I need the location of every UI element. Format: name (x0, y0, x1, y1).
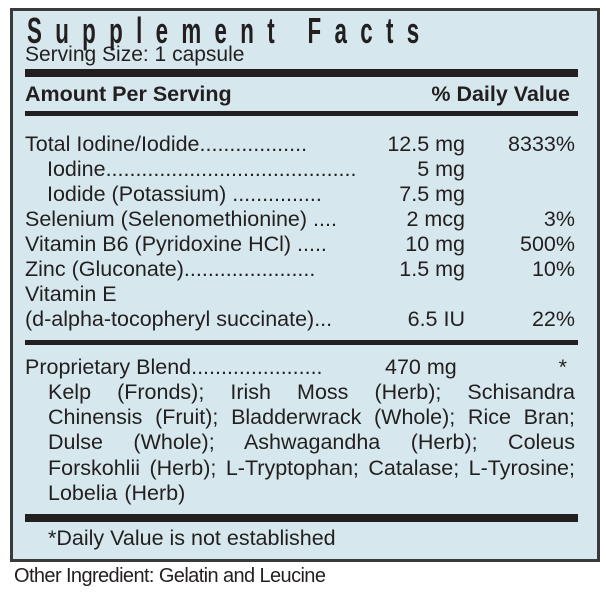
nutrient-name: (d-alpha-tocopheryl succinate)... (25, 307, 333, 331)
nutrient-amount: 6.5 IU (407, 307, 465, 331)
nutrient-row: Vitamin B6 (Pyridoxine HCl) ..... 10 mg … (25, 232, 575, 257)
nutrient-name: Selenium (Selenomethionine) .... (25, 207, 337, 231)
nutrient-amount: 1.5 mg (399, 257, 465, 281)
nutrient-amount: 10 mg (405, 232, 465, 256)
daily-value-footnote: *Daily Value is not established (48, 526, 336, 550)
nutrient-row: Iodide (Potassium) ............... 7.5 m… (25, 182, 575, 207)
nutrient-name: Zinc (Gluconate)...................... (25, 257, 316, 281)
other-ingredient: Other Ingredient: Gelatin and Leucine (14, 565, 326, 587)
nutrient-row: Zinc (Gluconate)...................... 1… (25, 257, 575, 282)
divider-thick (25, 514, 578, 522)
nutrient-amount: 7.5 mg (399, 182, 465, 206)
blend-amount: 470 mg (385, 355, 457, 379)
nutrient-dv: 3% (543, 207, 575, 231)
nutrient-dv: 500% (520, 232, 575, 256)
column-header-row: Amount Per Serving % Daily Value (25, 81, 570, 107)
nutrient-name: Total Iodine/Iodide.................. (25, 132, 308, 156)
nutrient-row: Iodine..................................… (25, 157, 575, 182)
nutrient-dv: 8333% (508, 132, 575, 156)
divider-medium (25, 340, 578, 345)
nutrient-row: Vitamin E (25, 282, 575, 307)
nutrient-row: (d-alpha-tocopheryl succinate)... 6.5 IU… (25, 307, 575, 332)
nutrient-name: Iodine..................................… (47, 157, 357, 181)
blend-dv: * (558, 355, 567, 379)
divider-thick (25, 69, 578, 77)
supplement-facts-panel: Supplement Facts Serving Size: 1 capsule… (10, 8, 600, 562)
amount-per-serving-header: Amount Per Serving (25, 82, 232, 106)
nutrient-row: Total Iodine/Iodide.................. 12… (25, 132, 575, 157)
nutrient-amount: 12.5 mg (387, 132, 465, 156)
divider-medium (25, 111, 578, 116)
nutrient-name: Vitamin B6 (Pyridoxine HCl) ..... (25, 232, 327, 256)
nutrient-amount: 2 mcg (406, 207, 465, 231)
blend-ingredients: Kelp (Fronds); Irish Moss (Herb); Schisa… (48, 380, 575, 505)
nutrient-dv: 10% (531, 257, 575, 281)
title-text: Supplement Facts (27, 10, 433, 51)
daily-value-header: % Daily Value (431, 82, 570, 106)
panel-title: Supplement Facts (27, 13, 587, 49)
nutrient-dv: 22% (531, 307, 575, 331)
blend-name: Proprietary Blend...................... (25, 355, 323, 379)
nutrient-amount: 5 mg (417, 157, 465, 181)
serving-size: Serving Size: 1 capsule (25, 43, 245, 66)
nutrient-name: Iodide (Potassium) ............... (47, 182, 322, 206)
nutrient-row: Selenium (Selenomethionine) .... 2 mcg 3… (25, 207, 575, 232)
nutrient-name: Vitamin E (25, 282, 117, 306)
